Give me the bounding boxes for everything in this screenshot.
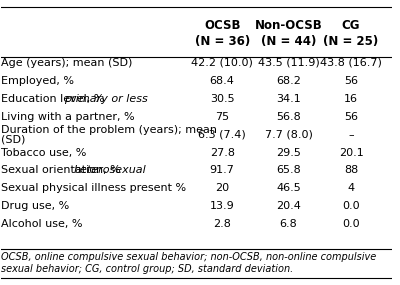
Text: Living with a partner, %: Living with a partner, % bbox=[1, 112, 135, 122]
Text: Sexual physical illness present %: Sexual physical illness present % bbox=[1, 183, 186, 193]
Text: 4: 4 bbox=[348, 183, 355, 193]
Text: 0.0: 0.0 bbox=[342, 201, 360, 211]
Text: (SD): (SD) bbox=[1, 135, 26, 145]
Text: OCSB: OCSB bbox=[204, 19, 240, 32]
Text: OCSB, online compulsive sexual behavior; non-OCSB, non-online compulsive
sexual : OCSB, online compulsive sexual behavior;… bbox=[1, 252, 377, 274]
Text: 34.1: 34.1 bbox=[276, 94, 301, 104]
Text: 75: 75 bbox=[215, 112, 229, 122]
Text: 56: 56 bbox=[344, 76, 358, 86]
Text: 16: 16 bbox=[344, 94, 358, 104]
Text: 68.2: 68.2 bbox=[276, 76, 301, 86]
Text: (N = 25): (N = 25) bbox=[324, 35, 379, 48]
Text: Drug use, %: Drug use, % bbox=[1, 201, 70, 211]
Text: primary or less: primary or less bbox=[64, 94, 148, 104]
Text: 56.8: 56.8 bbox=[276, 112, 301, 122]
Text: 0.0: 0.0 bbox=[342, 219, 360, 229]
Text: 43.8 (16.7): 43.8 (16.7) bbox=[320, 58, 382, 68]
Text: 43.5 (11.9): 43.5 (11.9) bbox=[258, 58, 320, 68]
Text: 91.7: 91.7 bbox=[210, 165, 234, 176]
Text: heterosexual: heterosexual bbox=[74, 165, 146, 176]
Text: 29.5: 29.5 bbox=[276, 148, 301, 158]
Text: 88: 88 bbox=[344, 165, 358, 176]
Text: Tobacco use, %: Tobacco use, % bbox=[1, 148, 87, 158]
Text: Employed, %: Employed, % bbox=[1, 76, 74, 86]
Text: (N = 44): (N = 44) bbox=[261, 35, 316, 48]
Text: Age (years); mean (SD): Age (years); mean (SD) bbox=[1, 58, 133, 68]
Text: 27.8: 27.8 bbox=[210, 148, 235, 158]
Text: 6.3 (7.4): 6.3 (7.4) bbox=[198, 130, 246, 140]
Text: Alcohol use, %: Alcohol use, % bbox=[1, 219, 83, 229]
Text: (N = 36): (N = 36) bbox=[194, 35, 250, 48]
Text: 6.8: 6.8 bbox=[280, 219, 298, 229]
Text: 2.8: 2.8 bbox=[213, 219, 231, 229]
Text: 42.2 (10.0): 42.2 (10.0) bbox=[191, 58, 253, 68]
Text: Non-OCSB: Non-OCSB bbox=[255, 19, 322, 32]
Text: 20.1: 20.1 bbox=[339, 148, 364, 158]
Text: CG: CG bbox=[342, 19, 360, 32]
Text: 30.5: 30.5 bbox=[210, 94, 234, 104]
Text: Education level, %: Education level, % bbox=[1, 94, 108, 104]
Text: Sexual orientation, %: Sexual orientation, % bbox=[1, 165, 125, 176]
Text: Duration of the problem (years); mean: Duration of the problem (years); mean bbox=[1, 125, 217, 135]
Text: –: – bbox=[348, 130, 354, 140]
Text: 20: 20 bbox=[215, 183, 229, 193]
Text: 65.8: 65.8 bbox=[276, 165, 301, 176]
Text: 46.5: 46.5 bbox=[276, 183, 301, 193]
Text: 13.9: 13.9 bbox=[210, 201, 234, 211]
Text: 68.4: 68.4 bbox=[210, 76, 234, 86]
Text: 7.7 (8.0): 7.7 (8.0) bbox=[265, 130, 312, 140]
Text: 56: 56 bbox=[344, 112, 358, 122]
Text: 20.4: 20.4 bbox=[276, 201, 301, 211]
